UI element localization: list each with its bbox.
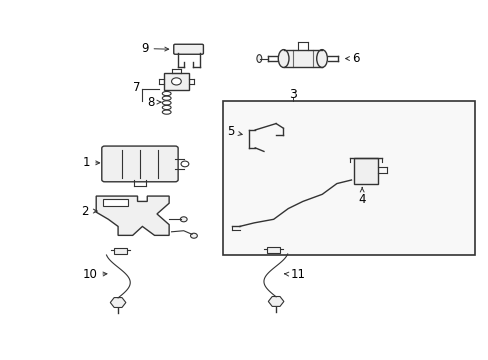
Bar <box>163 73 189 90</box>
Bar <box>267 247 280 253</box>
Ellipse shape <box>256 55 261 63</box>
Text: 9: 9 <box>141 42 168 55</box>
Text: 8: 8 <box>147 96 161 109</box>
Circle shape <box>171 78 181 85</box>
Text: 3: 3 <box>288 89 296 102</box>
FancyBboxPatch shape <box>102 146 178 182</box>
Text: 5: 5 <box>227 125 242 138</box>
FancyBboxPatch shape <box>173 44 203 54</box>
Text: 2: 2 <box>81 204 97 217</box>
Text: 7: 7 <box>133 81 141 94</box>
Circle shape <box>180 217 187 222</box>
Bar <box>103 199 127 206</box>
Text: 4: 4 <box>358 188 365 206</box>
Text: 11: 11 <box>284 268 305 281</box>
Ellipse shape <box>316 50 327 67</box>
Bar <box>283 50 322 67</box>
Bar <box>114 248 126 254</box>
Bar <box>354 158 377 184</box>
Ellipse shape <box>278 50 288 67</box>
Circle shape <box>181 161 188 167</box>
Text: 10: 10 <box>82 268 107 281</box>
Text: 1: 1 <box>82 156 100 169</box>
Circle shape <box>190 233 197 238</box>
Bar <box>222 102 474 255</box>
Polygon shape <box>96 196 169 235</box>
Text: 6: 6 <box>345 52 359 65</box>
